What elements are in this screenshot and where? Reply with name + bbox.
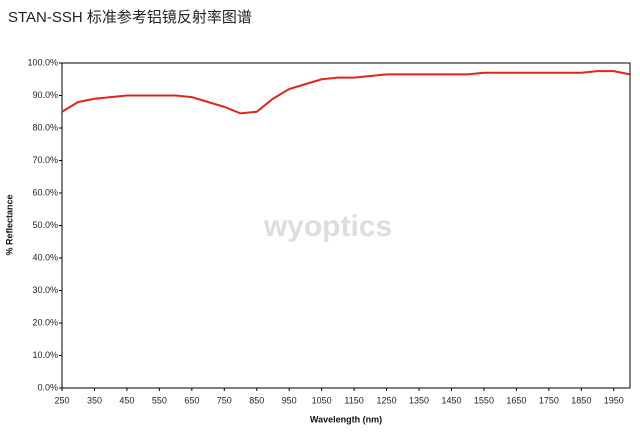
y-tick-label: 50.0% [32,220,58,230]
x-tick-label: 1850 [571,395,591,405]
y-tick-label: 100.0% [27,57,58,67]
data-line [61,70,631,115]
x-tick-label: 1650 [506,395,526,405]
x-tick-label: 1150 [344,395,363,405]
x-tick-label: 1750 [539,395,559,405]
y-tick-label: 60.0% [32,187,58,197]
x-tick-label: 1350 [409,395,429,405]
x-tick-label: 450 [119,395,134,405]
x-tick-label: 750 [217,395,232,405]
y-tick-label: 90.0% [32,90,58,100]
y-tick-label: 20.0% [32,317,58,327]
x-axis-label: Wavelength (nm) [310,414,382,424]
x-tick-label: 1250 [377,395,397,405]
watermark: wyoptics [263,210,392,243]
x-tick-label: 650 [184,395,199,405]
x-tick-label: 1550 [474,395,494,405]
y-tick-label: 40.0% [32,252,58,262]
x-tick-label: 550 [152,395,167,405]
x-tick-label: 1050 [312,395,332,405]
x-tick-label: 1950 [604,395,624,405]
chart-title: STAN-SSH 标准参考铝镜反射率图谱 [8,8,252,26]
y-tick-label: 30.0% [32,285,58,295]
x-tick-label: 350 [87,395,102,405]
y-tick-label: 70.0% [32,155,58,165]
x-tick-label: 1450 [441,395,461,405]
y-axis-label: % Reflectance [4,194,14,255]
x-tick-label: 250 [54,395,69,405]
y-tick-label: 10.0% [32,350,58,360]
x-tick-label: 950 [282,395,297,405]
y-tick-label: 80.0% [32,122,58,132]
x-tick-label: 850 [249,395,264,405]
y-tick-label: 0.0% [37,382,58,392]
